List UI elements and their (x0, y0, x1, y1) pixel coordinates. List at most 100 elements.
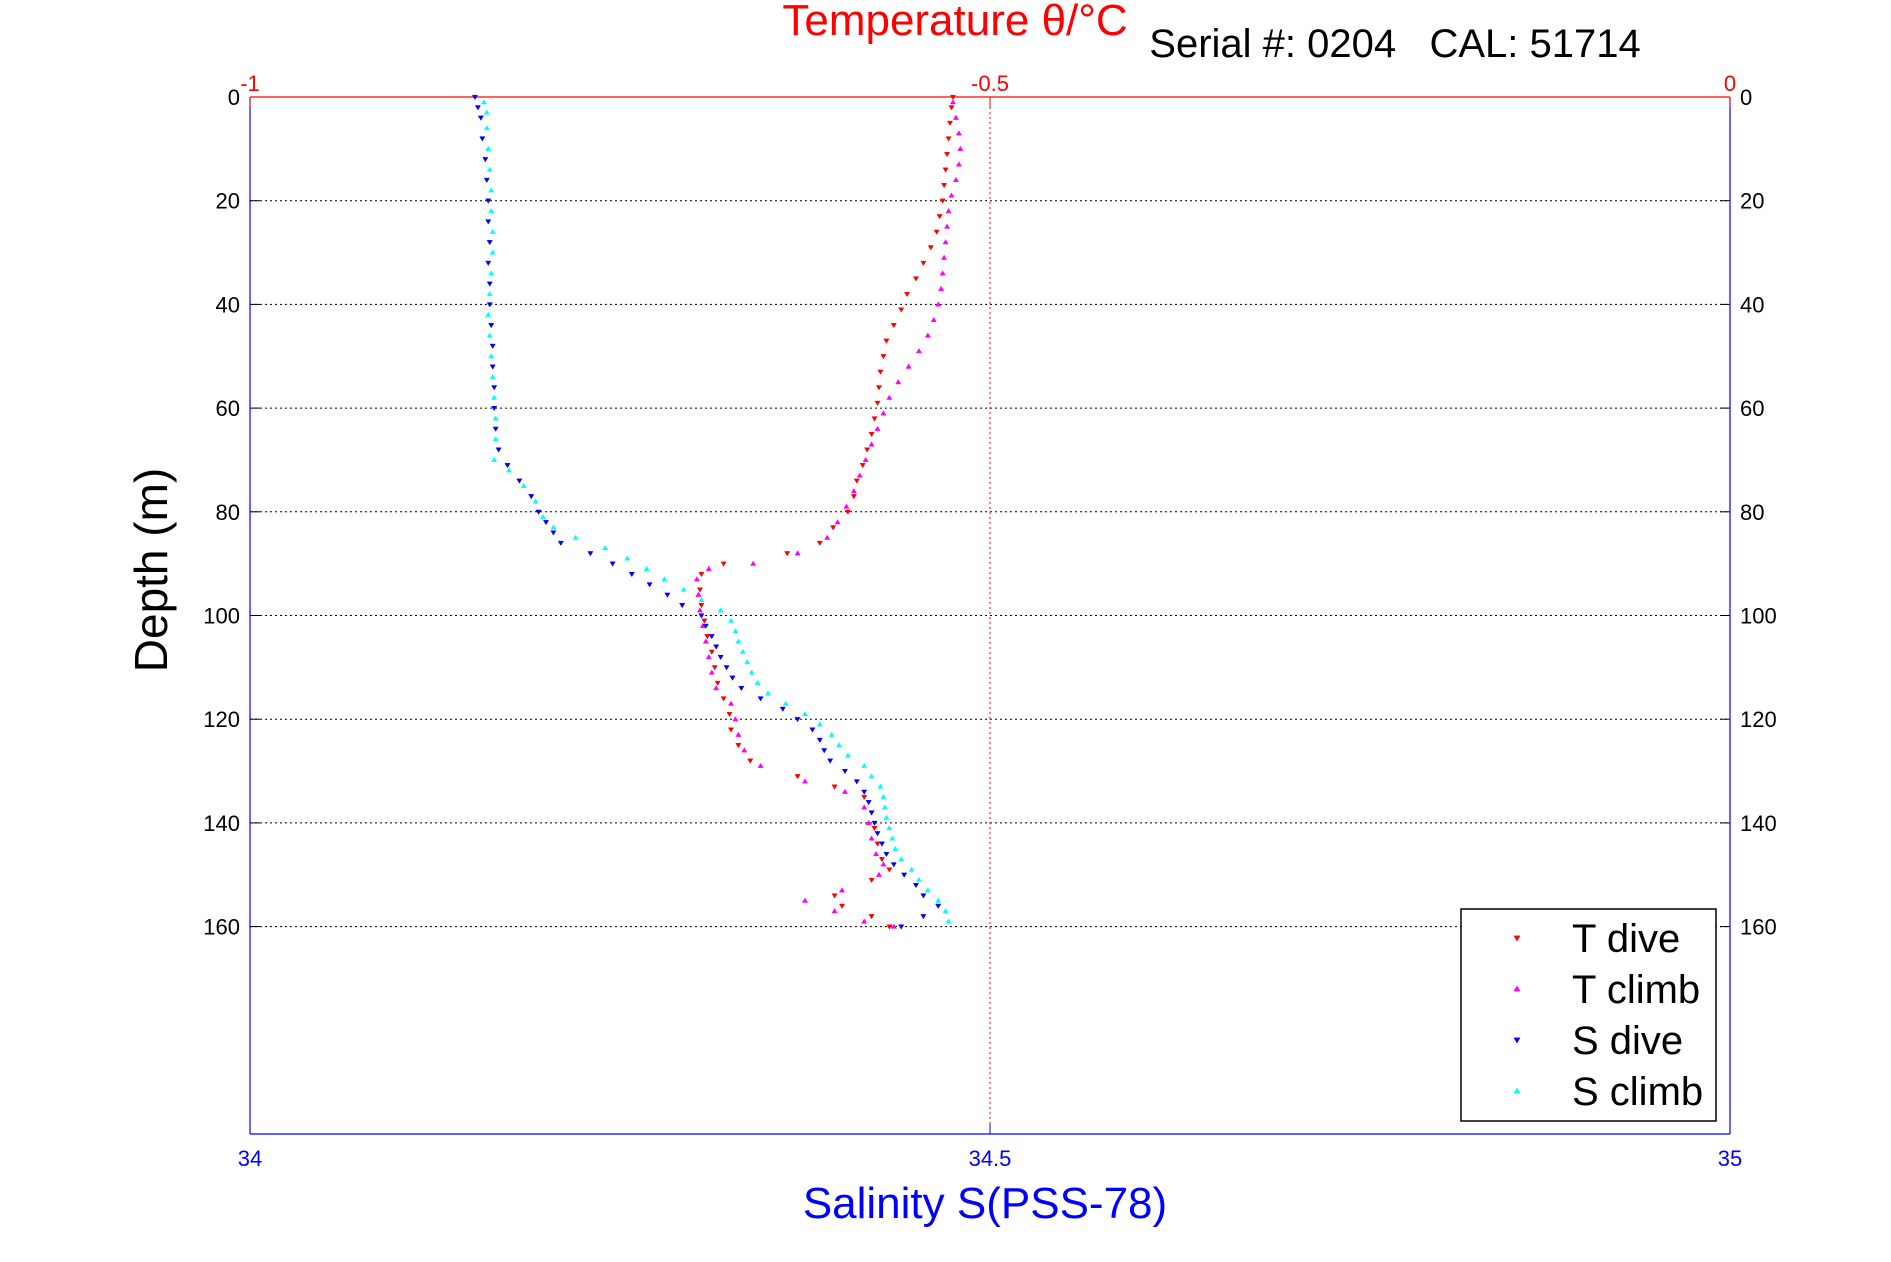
data-point (890, 923, 897, 929)
data-point (868, 914, 875, 920)
data-point (747, 758, 754, 764)
data-point (680, 586, 687, 592)
data-point (754, 679, 761, 685)
data-point (495, 447, 502, 453)
data-point (861, 762, 868, 768)
data-point (904, 291, 911, 298)
bottom-tick-label: 34 (238, 1146, 262, 1171)
data-point (489, 228, 496, 234)
legend: T dive T climb S dive S climb (1460, 908, 1717, 1122)
data-point (643, 565, 650, 571)
data-point (942, 907, 949, 914)
bottom-tick-label: 34.5 (969, 1146, 1012, 1171)
data-point (708, 669, 715, 675)
data-point (693, 576, 700, 582)
data-point (542, 520, 550, 526)
data-point (853, 779, 860, 785)
data-point (871, 820, 878, 826)
data-point (714, 680, 721, 686)
data-point (836, 742, 843, 748)
y-tick-label-left: 100 (203, 604, 240, 629)
data-point (702, 638, 709, 644)
y-tick-label-left: 120 (203, 707, 240, 732)
data-point (935, 903, 942, 909)
data-point (868, 773, 875, 779)
series-s-dive (471, 94, 942, 930)
data-point (784, 551, 791, 557)
data-point (485, 260, 492, 267)
data-point (868, 431, 875, 438)
data-point (628, 571, 635, 578)
data-point (609, 561, 616, 567)
data-point (646, 582, 653, 588)
legend-marker (1513, 935, 1521, 942)
data-point (853, 478, 860, 484)
data-point (757, 696, 764, 702)
data-point (727, 727, 735, 733)
data-point (830, 525, 837, 531)
data-point (695, 591, 702, 597)
data-point (720, 561, 727, 567)
data-point (920, 914, 927, 920)
data-point (945, 918, 952, 924)
data-point (924, 887, 931, 893)
data-point (717, 654, 724, 661)
data-point (915, 876, 922, 883)
data-point (602, 545, 609, 551)
data-point (516, 478, 523, 484)
data-point (886, 924, 893, 930)
legend-label: T dive (1572, 917, 1680, 961)
data-point (705, 565, 712, 571)
data-point (698, 571, 705, 578)
data-point (486, 332, 493, 338)
data-point (883, 814, 890, 820)
data-point (831, 907, 838, 914)
data-point (948, 192, 955, 198)
data-point (844, 752, 851, 758)
data-point (483, 125, 490, 131)
y-tick-label-left: 80 (216, 500, 240, 525)
data-point (492, 415, 499, 421)
data-point (750, 560, 757, 566)
grid-layer (250, 97, 1730, 1134)
data-point (816, 737, 823, 744)
data-point (708, 634, 715, 640)
data-point (949, 94, 957, 101)
data-point (485, 311, 492, 317)
legend-marker (1513, 1037, 1521, 1044)
legend-marker (1513, 985, 1521, 992)
legend-label: S climb (1572, 1070, 1703, 1114)
data-point (895, 379, 902, 385)
data-point (871, 416, 878, 422)
data-point (491, 385, 498, 391)
data-point (945, 136, 952, 142)
data-point (809, 727, 816, 733)
data-point (915, 347, 922, 354)
data-point (920, 260, 927, 267)
data-point (489, 373, 496, 380)
data-point (874, 400, 881, 407)
data-point (698, 596, 705, 603)
data-point (898, 856, 905, 862)
data-point (871, 826, 878, 832)
legend-marker (1513, 1087, 1521, 1094)
data-point (889, 835, 896, 841)
data-point (949, 99, 957, 105)
y-tick-label-right: 20 (1740, 189, 1764, 214)
legend-label: T climb (1572, 968, 1700, 1012)
data-point (486, 281, 493, 287)
data-point (948, 105, 955, 111)
y-tick-label-right: 40 (1740, 292, 1764, 317)
data-point (912, 883, 920, 889)
data-point (942, 167, 949, 173)
data-point (727, 617, 735, 623)
data-point (698, 603, 705, 609)
data-point (726, 711, 733, 718)
data-point (901, 872, 908, 878)
y-tick-label-left: 40 (216, 292, 240, 317)
data-point (935, 301, 942, 307)
data-point (492, 426, 499, 432)
data-point (883, 338, 890, 344)
